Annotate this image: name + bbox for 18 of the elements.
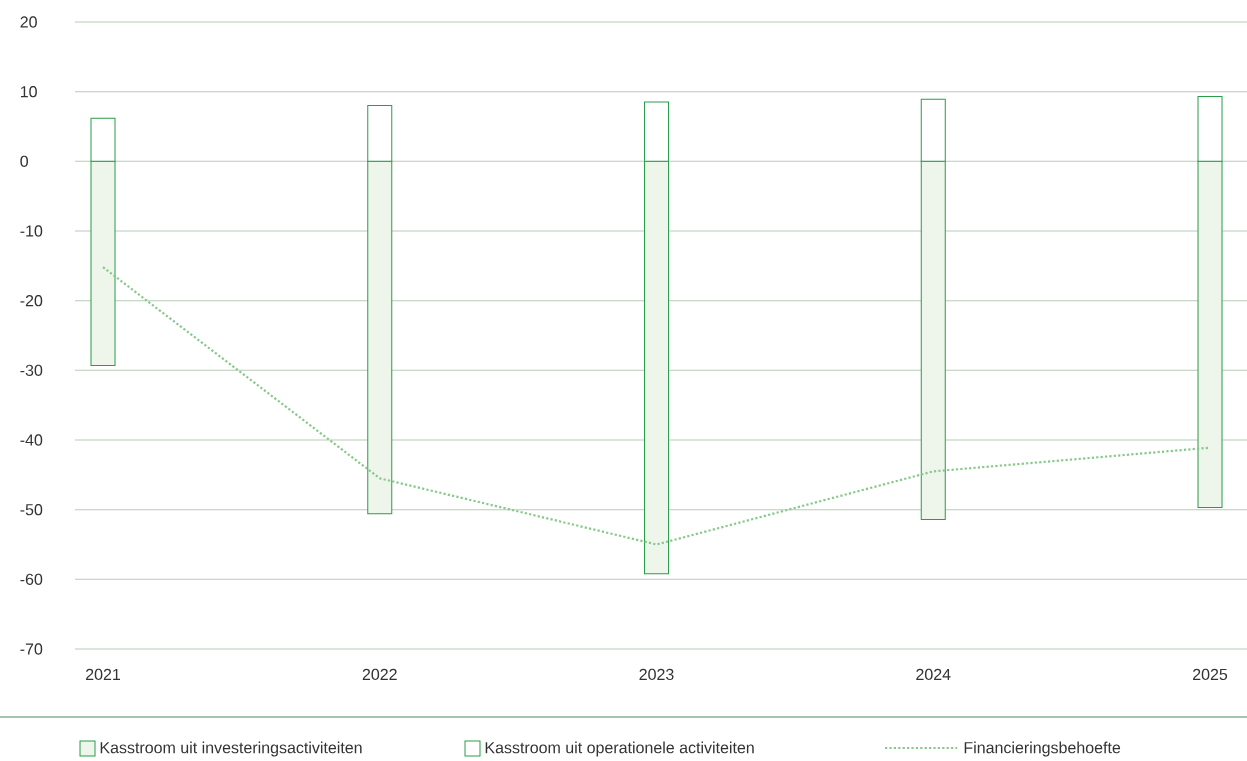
y-tick-label: 10 <box>20 86 37 98</box>
y-tick-label: -40 <box>20 434 43 446</box>
legend-label: Financieringsbehoefte <box>964 741 1121 757</box>
legend-label: Kasstroom uit operationele activiteiten <box>485 741 754 757</box>
x-tick-label: 2021 <box>86 668 121 681</box>
y-tick-label: -50 <box>20 504 43 516</box>
legend-label: Kasstroom uit investeringsactiviteiten <box>100 741 362 757</box>
y-tick-label: -30 <box>20 364 43 376</box>
y-tick-label: -20 <box>20 295 43 307</box>
x-tick-label: 2022 <box>362 668 397 681</box>
y-tick-label: -70 <box>20 643 43 655</box>
y-tick-label: -10 <box>20 225 43 237</box>
x-tick-label: 2023 <box>639 668 674 681</box>
y-tick-label: -60 <box>20 573 43 585</box>
x-tick-label: 2025 <box>1193 668 1228 681</box>
x-tick-label: 2024 <box>916 668 951 681</box>
y-tick-label: 0 <box>20 155 29 167</box>
y-tick-label: 20 <box>20 16 37 28</box>
